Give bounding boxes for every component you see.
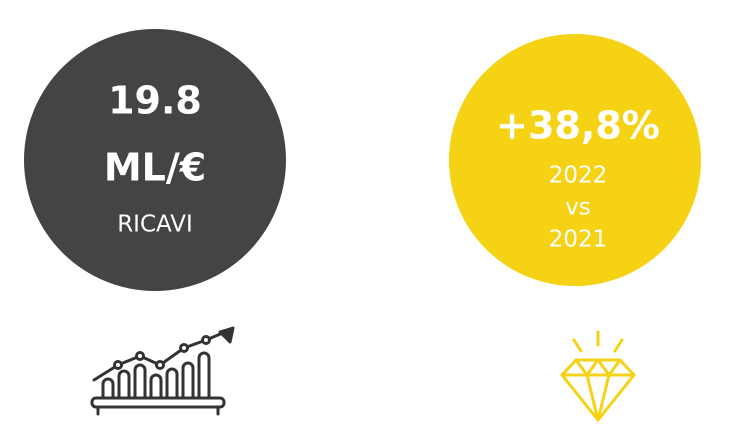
revenue-label: RICAVI xyxy=(117,212,193,238)
diamond-icon xyxy=(560,330,636,422)
chart-icon xyxy=(90,326,235,416)
growth-circle xyxy=(449,34,701,286)
growth-line: 2021 xyxy=(549,227,608,253)
revenue-unit: ML/€ xyxy=(104,146,206,190)
revenue-circle xyxy=(24,29,286,291)
growth-line: vs xyxy=(565,195,591,221)
growth-value: +38,8% xyxy=(496,104,660,148)
growth-line: 2022 xyxy=(549,163,608,189)
revenue-value: 19.8 xyxy=(108,79,202,123)
